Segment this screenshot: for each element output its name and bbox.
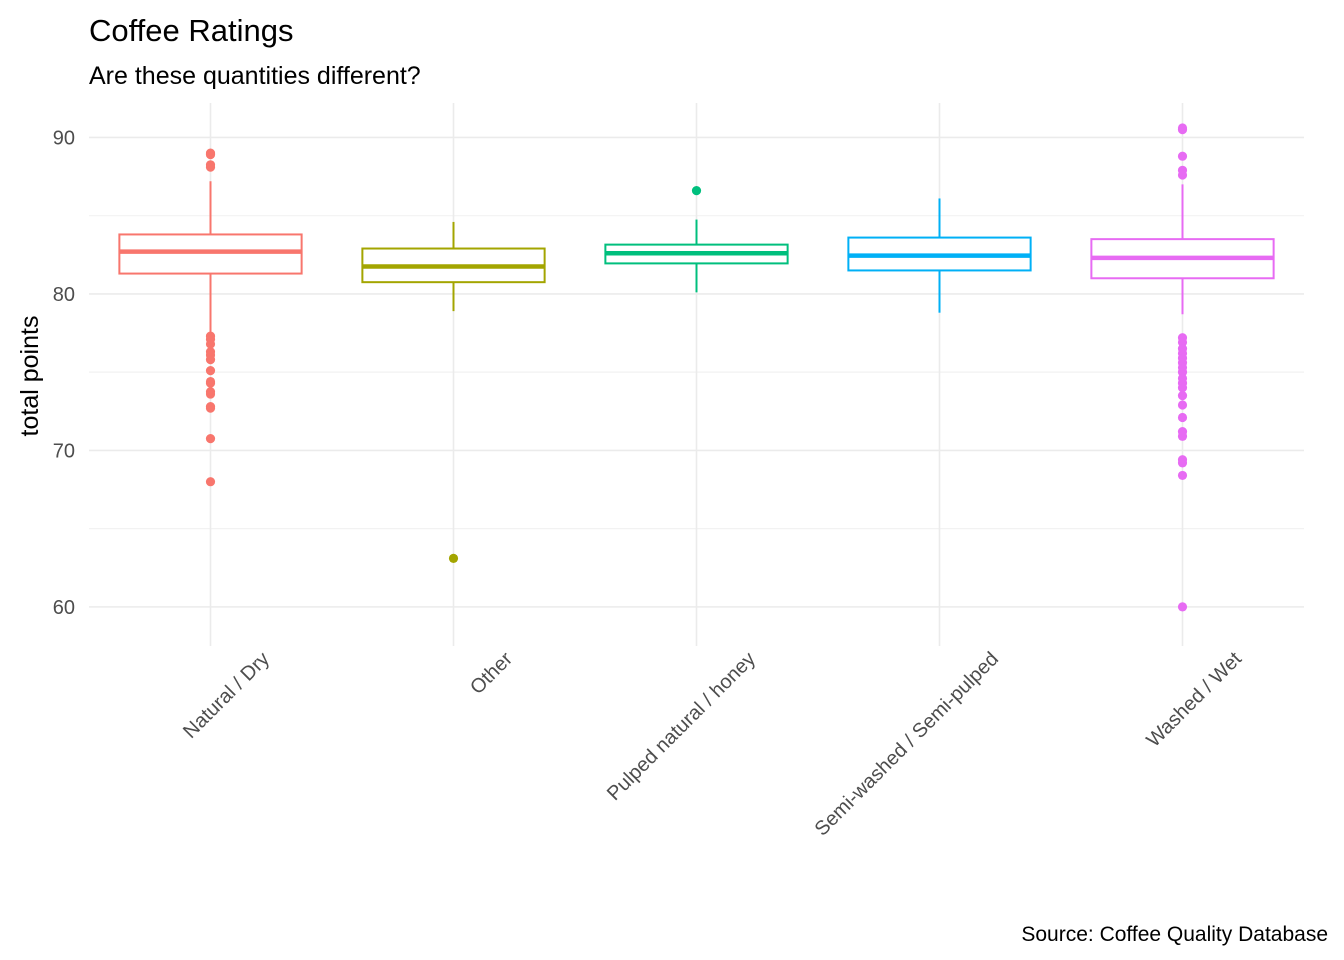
outlier-point <box>205 150 216 160</box>
x-tick-label: Pulped natural / honey <box>603 648 760 805</box>
outlier-point <box>1177 151 1188 161</box>
boxplot-group <box>118 148 303 487</box>
outlier-point <box>448 553 459 563</box>
box <box>118 233 303 275</box>
boxplot-group <box>847 198 1032 313</box>
boxplot-group <box>1090 123 1275 612</box>
outlier-point <box>1177 170 1188 180</box>
outlier-point <box>1177 383 1188 393</box>
x-tick-label: Semi-washed / Semi-pulped <box>811 648 1003 840</box>
y-tick-label: 60 <box>53 597 75 619</box>
y-tick-label: 80 <box>53 284 75 306</box>
outlier-point <box>205 339 216 349</box>
outlier-point <box>205 378 216 388</box>
x-tick-label: Other <box>466 648 517 699</box>
chart-title: Coffee Ratings <box>89 13 294 48</box>
outlier-point <box>1177 400 1188 410</box>
outlier-point <box>205 162 216 172</box>
boxplot-group <box>604 186 789 293</box>
boxplots <box>118 123 1275 612</box>
chart-caption: Source: Coffee Quality Database <box>1021 923 1328 946</box>
outlier-point <box>205 434 216 444</box>
boxplot-group <box>361 221 546 563</box>
outlier-point <box>1177 602 1188 612</box>
outlier-point <box>1177 431 1188 441</box>
outlier-point <box>1177 412 1188 423</box>
x-axis-ticks: Natural / Dry Other Pulped natural / honey… <box>179 648 1246 841</box>
y-axis-label: total points <box>16 316 44 437</box>
outlier-point <box>1177 391 1188 401</box>
outlier-point <box>691 186 702 196</box>
outlier-point <box>1177 125 1188 135</box>
x-tick-label: Natural / Dry <box>179 648 274 743</box>
gridlines <box>89 103 1304 646</box>
outlier-point <box>1177 470 1188 481</box>
outlier-point <box>205 389 216 399</box>
x-tick-label: Washed / Wet <box>1142 648 1246 752</box>
outlier-point <box>1177 458 1188 468</box>
outlier-point <box>205 365 216 376</box>
y-axis-ticks: 60 70 80 90 <box>53 127 75 618</box>
y-tick-label: 90 <box>53 127 75 149</box>
outlier-point <box>205 355 216 365</box>
chart-subtitle: Are these quantities different? <box>89 62 421 90</box>
outlier-point <box>205 477 216 487</box>
y-tick-label: 70 <box>53 440 75 462</box>
outlier-point <box>205 403 216 413</box>
